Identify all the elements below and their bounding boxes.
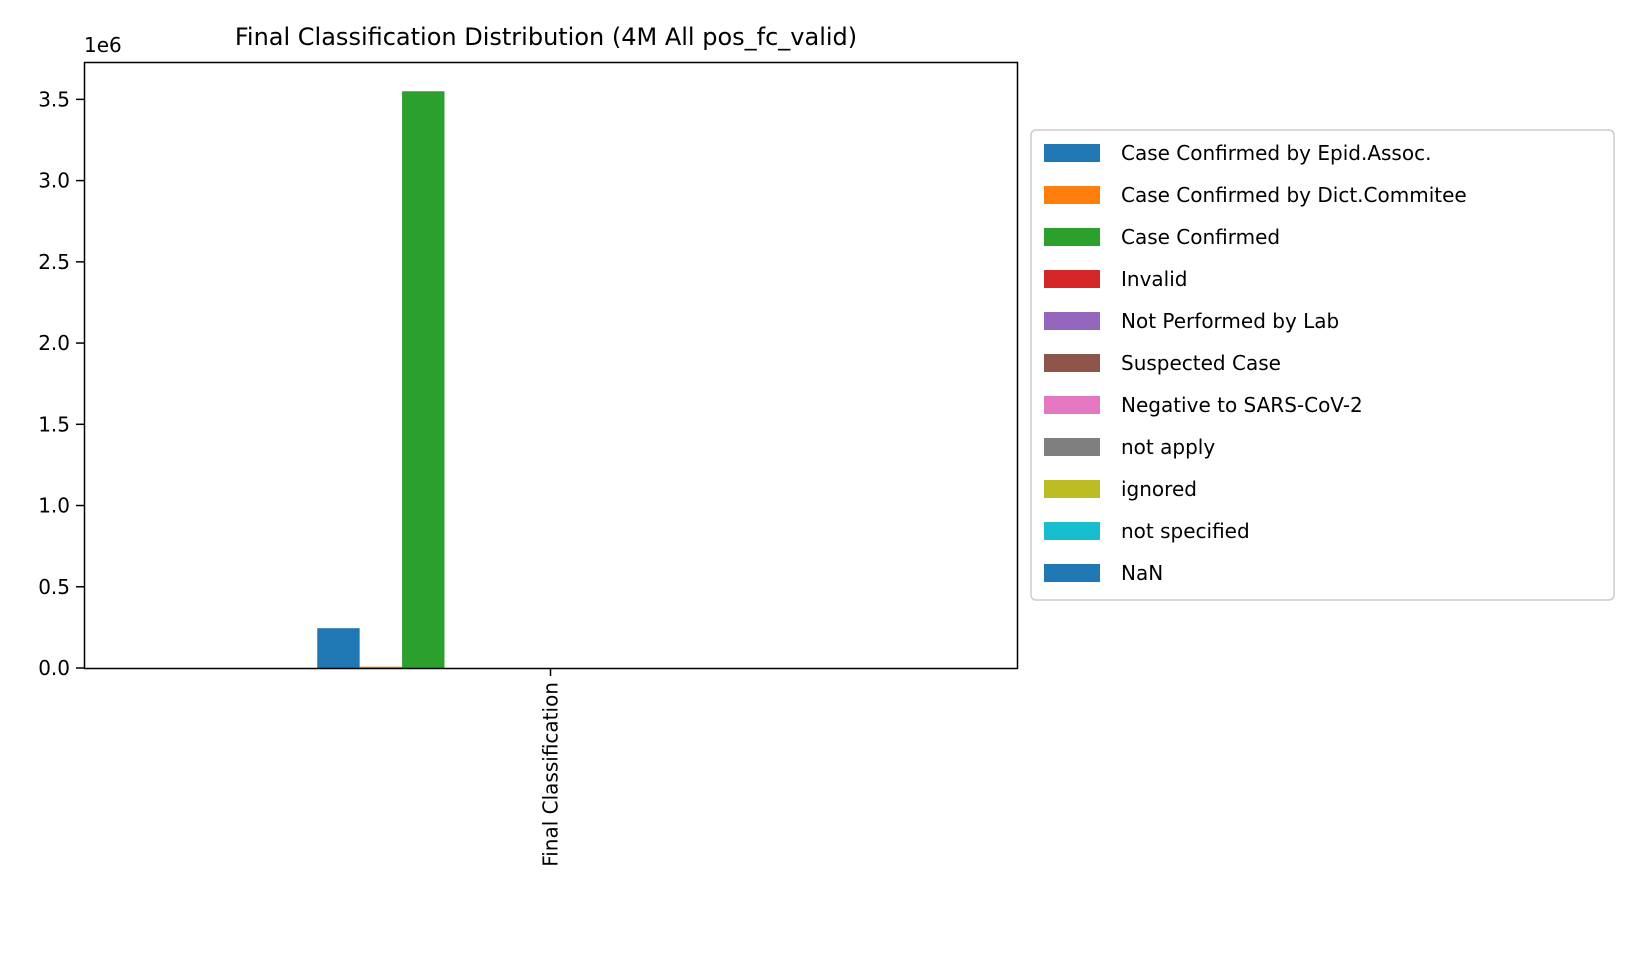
- y-tick-label: 0.0: [38, 656, 70, 680]
- legend-label: NaN: [1121, 561, 1163, 585]
- legend-swatch: [1044, 396, 1100, 414]
- plot-frame: [83, 61, 1019, 670]
- legend-swatch: [1044, 354, 1100, 372]
- legend-label: Not Performed by Lab: [1121, 309, 1339, 333]
- legend-frame: [1030, 129, 1615, 601]
- legend-swatch: [1044, 228, 1100, 246]
- legend-swatch: [1044, 270, 1100, 288]
- legend-label: Invalid: [1121, 267, 1187, 291]
- x-axis: Final Classification: [539, 668, 563, 867]
- legend-swatch: [1044, 438, 1100, 456]
- legend-label: Negative to SARS-CoV-2: [1121, 393, 1363, 417]
- legend: Case Confirmed by Epid.Assoc. Case Confir…: [1030, 129, 1615, 601]
- legend-label: not apply: [1121, 435, 1215, 459]
- y-offset-label: 1e6: [84, 33, 122, 57]
- legend-swatch: [1044, 480, 1100, 498]
- y-tick-label: 2.0: [38, 331, 70, 355]
- bar-3: [402, 91, 445, 669]
- y-tick-label: 2.5: [38, 250, 70, 274]
- bar-2: [359, 666, 403, 668]
- y-tick-label: 3.5: [38, 87, 70, 111]
- legend-items: Case Confirmed by Epid.Assoc. Case Confir…: [1044, 141, 1467, 585]
- legend-label: ignored: [1121, 477, 1197, 501]
- bar-1: [317, 628, 360, 668]
- legend-label: Suspected Case: [1121, 351, 1281, 375]
- legend-swatch: [1044, 564, 1100, 582]
- legend-swatch: [1044, 144, 1100, 162]
- legend-label: Case Confirmed by Dict.Commitee: [1121, 183, 1467, 207]
- x-tick-label: Final Classification: [539, 682, 563, 867]
- bars: [317, 91, 445, 669]
- legend-swatch: [1044, 186, 1100, 204]
- y-tick-label: 3.0: [38, 169, 70, 193]
- y-tick-label: 1.0: [38, 494, 70, 518]
- y-tick-label: 1.5: [38, 412, 70, 436]
- chart-title: Final Classification Distribution (4M Al…: [235, 23, 857, 51]
- legend-swatch: [1044, 312, 1100, 330]
- y-tick-label: 0.5: [38, 575, 70, 599]
- legend-swatch: [1044, 522, 1100, 540]
- legend-label: Case Confirmed: [1121, 225, 1280, 249]
- legend-label: not specified: [1121, 519, 1250, 543]
- legend-label: Case Confirmed by Epid.Assoc.: [1121, 141, 1431, 165]
- y-axis: 0.0 0.5 1.0 1.5 2.0 2.5 3.0 3.5: [38, 87, 84, 680]
